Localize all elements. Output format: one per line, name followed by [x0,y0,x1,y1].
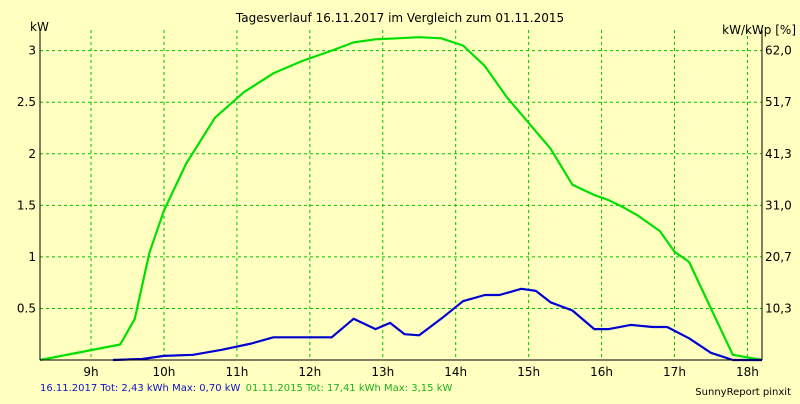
x-tick-label: 14h [444,365,467,379]
x-tick-label: 10h [153,365,176,379]
series-line-16-11-2017 [112,287,762,362]
y-tick-label-right: 41,3 [765,147,792,161]
chart-title: Tagesverlauf 16.11.2017 im Vergleich zum… [235,11,564,25]
y-axis-label-left: kW [30,20,49,34]
x-tick-label: 18h [736,365,759,379]
y-tick-label-right: 20,7 [765,250,792,264]
y-tick-label-right: 31,0 [765,198,792,212]
x-tick-label: 13h [371,365,394,379]
x-tick-label: 12h [298,365,321,379]
y-tick-label-left: 3 [28,44,36,58]
footer-2015-summary: 01.11.2015 Tot: 17,41 kWh Max: 3,15 kW [245,383,453,394]
y-tick-label-left: 0.5 [17,301,36,315]
y-tick-label-left: 1 [28,250,36,264]
series-line-01-11-2015 [39,36,763,362]
x-tick-label: 17h [663,365,686,379]
x-tick-label: 9h [83,365,98,379]
credit-text: SunnyReport pinxit [695,387,791,398]
x-tick-label: 15h [517,365,540,379]
y-tick-label-left: 1.5 [17,198,36,212]
footer-summary: 16.11.2017 Tot: 2,43 kWh Max: 0,70 kW 01… [40,383,452,394]
footer-2017-summary: 16.11.2017 Tot: 2,43 kWh Max: 0,70 kW [40,383,241,394]
y-tick-label-right: 51,7 [765,95,792,109]
y-tick-label-left: 2.5 [17,95,36,109]
x-tick-label: 16h [590,365,613,379]
y-axis-label-right: kW/kWp [%] [722,23,796,37]
y-tick-label-right: 10,3 [765,301,792,315]
y-tick-label-left: 2 [28,147,36,161]
y-tick-label-right: 62,0 [765,44,792,58]
x-tick-label: 11h [225,365,248,379]
